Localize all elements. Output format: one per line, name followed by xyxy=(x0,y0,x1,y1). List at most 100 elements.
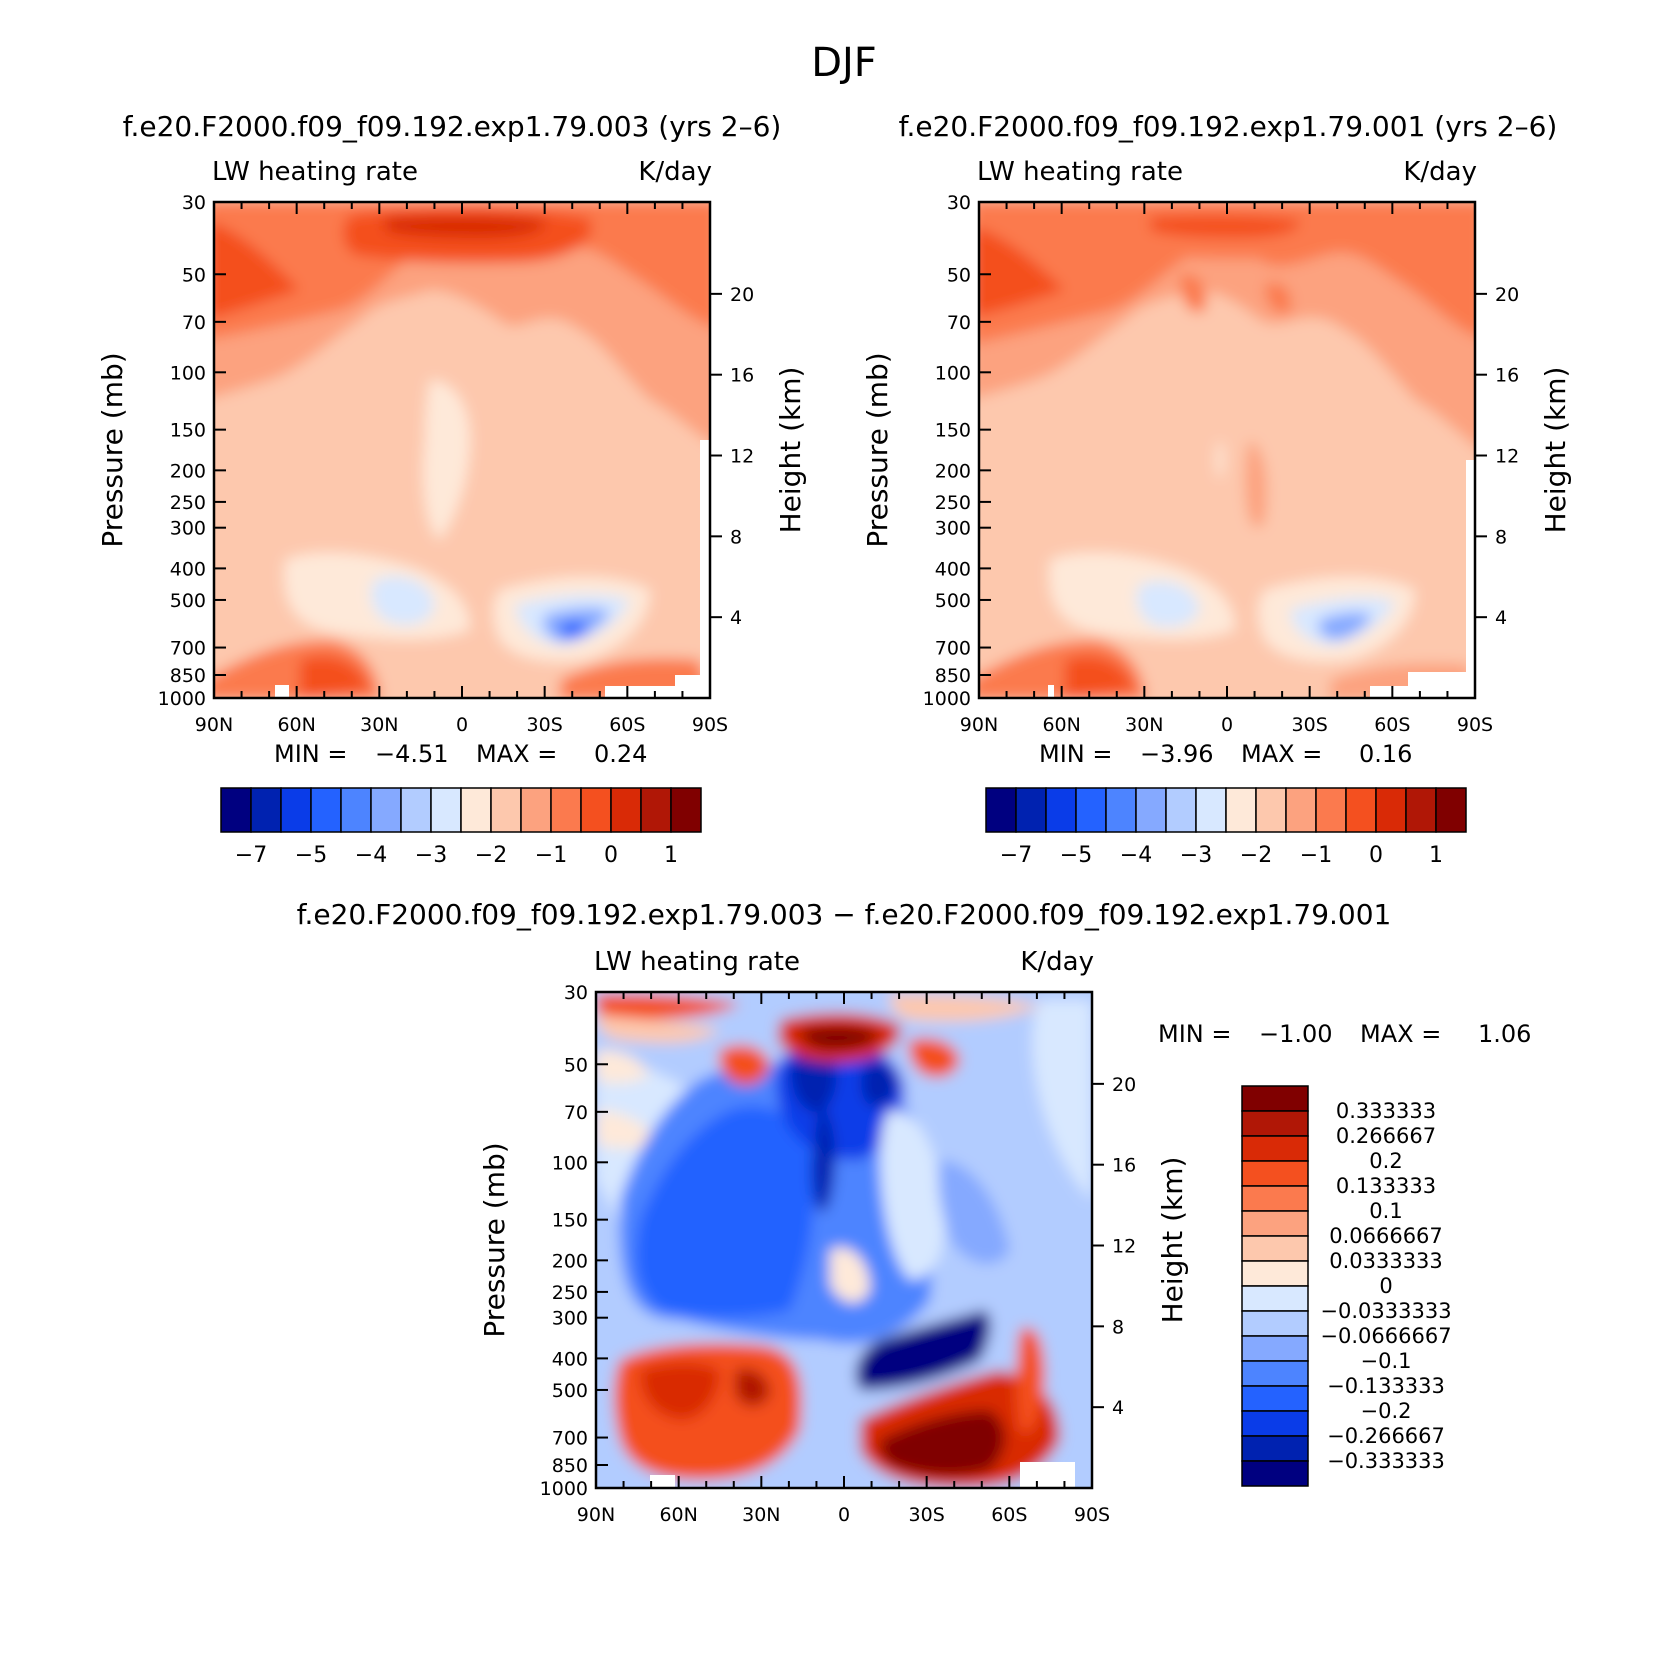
colorbar-box xyxy=(1015,787,1047,833)
colorbar-box xyxy=(1241,1360,1309,1387)
colorbar-box xyxy=(1135,787,1167,833)
colorbar-label: −0.333333 xyxy=(1327,1449,1445,1473)
colorbar-box xyxy=(1405,787,1437,833)
y-tick-label: 200 xyxy=(935,460,971,482)
colorbar-label: −5 xyxy=(1060,843,1092,868)
y2-tick-label: 8 xyxy=(1112,1316,1124,1338)
panel-1-y2label: Height (km) xyxy=(774,367,807,534)
y-tick-label: 850 xyxy=(170,665,206,687)
y-tick-label: 50 xyxy=(947,264,971,286)
panel-1-max-value: 0.24 xyxy=(594,740,647,768)
y-tick-label: 150 xyxy=(170,420,206,442)
panel-3-stats: MIN = −1.00 MAX = 1.06 xyxy=(1158,1020,1531,1048)
panel-2-min-label: MIN = xyxy=(1039,740,1112,768)
colorbar-box xyxy=(1241,1460,1309,1487)
x-tick-label: 60S xyxy=(609,714,645,736)
y-tick-label: 30 xyxy=(182,192,206,214)
x-tick-label: 0 xyxy=(456,714,468,736)
colorbar-label: 0 xyxy=(1369,843,1383,868)
colorbar-label: −0.1 xyxy=(1361,1349,1412,1373)
panel-2-left-string: LW heating rate xyxy=(977,157,1183,187)
y-tick-label: 200 xyxy=(552,1250,588,1272)
colorbar-box xyxy=(985,787,1017,833)
x-tick-label: 30S xyxy=(1292,714,1328,736)
colorbar-label: −1 xyxy=(1300,843,1332,868)
x-tick-label: 60S xyxy=(991,1504,1027,1526)
x-tick-label: 90N xyxy=(960,714,998,736)
colorbar-label: −1 xyxy=(535,843,567,868)
x-tick-label: 60N xyxy=(1042,714,1080,736)
colorbar-label: −0.133333 xyxy=(1327,1374,1445,1398)
x-tick-label: 0 xyxy=(838,1504,850,1526)
y-tick-label: 300 xyxy=(170,518,206,540)
y-tick-label: 30 xyxy=(947,192,971,214)
panel-1-right-string: K/day xyxy=(638,157,712,187)
y-tick-label: 100 xyxy=(552,1152,588,1174)
x-tick-label: 60S xyxy=(1374,714,1410,736)
colorbar-label: −0.0333333 xyxy=(1320,1299,1451,1323)
panel-3-title: f.e20.F2000.f09_f09.192.exp1.79.003 − f.… xyxy=(297,898,1392,931)
colorbar-box xyxy=(520,787,552,833)
y-tick-label: 500 xyxy=(170,590,206,612)
colorbar-label: −3 xyxy=(415,843,447,868)
colorbar-box xyxy=(580,787,612,833)
colorbar-label: 0.1 xyxy=(1369,1199,1402,1223)
y2-tick-label: 16 xyxy=(1495,365,1519,387)
y-tick-label: 50 xyxy=(564,1054,588,1076)
panel-2-field xyxy=(979,202,1475,698)
panel-1-field xyxy=(214,202,710,698)
panel-1-min-label: MIN = xyxy=(274,740,347,768)
colorbar-box xyxy=(1075,787,1107,833)
panel-1-left-string: LW heating rate xyxy=(212,157,418,187)
colorbar-box xyxy=(370,787,402,833)
panel-2: f.e20.F2000.f09_f09.192.exp1.79.001 (yrs… xyxy=(861,110,1572,868)
x-tick-label: 30N xyxy=(1125,714,1163,736)
colorbar-box xyxy=(1241,1285,1309,1312)
y-tick-label: 300 xyxy=(552,1308,588,1330)
colorbar-box xyxy=(400,787,432,833)
x-tick-label: 30S xyxy=(527,714,563,736)
y-tick-label: 70 xyxy=(182,312,206,334)
colorbar-box xyxy=(1241,1260,1309,1287)
colorbar-box xyxy=(1225,787,1257,833)
colorbar-label: −5 xyxy=(295,843,327,868)
x-tick-label: 90S xyxy=(692,714,728,736)
y-tick-label: 500 xyxy=(552,1380,588,1402)
colorbar-label: −7 xyxy=(1000,843,1032,868)
panel-1-max-label: MAX = xyxy=(476,740,557,768)
colorbar-box xyxy=(1375,787,1407,833)
colorbar-box xyxy=(490,787,522,833)
y2-tick-label: 12 xyxy=(730,446,754,468)
y-tick-label: 850 xyxy=(935,665,971,687)
colorbar-label: 0.133333 xyxy=(1336,1174,1436,1198)
colorbar-box xyxy=(280,787,312,833)
panel-1-colorbar: −7 −5 −4 −3 −2 −1 0 1 xyxy=(220,787,702,868)
colorbar-label: 1 xyxy=(1429,843,1443,868)
panel-1-ylabel: Pressure (mb) xyxy=(96,352,129,547)
x-tick-label: 60N xyxy=(659,1504,697,1526)
figure-title: DJF xyxy=(811,40,877,86)
colorbar-box xyxy=(1105,787,1137,833)
y-tick-label: 100 xyxy=(170,362,206,384)
panel-2-max-label: MAX = xyxy=(1241,740,1322,768)
y2-tick-label: 4 xyxy=(1495,607,1507,629)
x-tick-label: 90N xyxy=(195,714,233,736)
colorbar-box xyxy=(1241,1435,1309,1462)
panel-3-min-label: MIN = xyxy=(1158,1020,1231,1048)
y2-tick-label: 12 xyxy=(1112,1236,1136,1258)
y-tick-label: 250 xyxy=(170,492,206,514)
panel-2-stats: MIN = −3.96 MAX = 0.16 xyxy=(1039,740,1412,768)
colorbar-box xyxy=(1165,787,1197,833)
y2-tick-label: 12 xyxy=(1495,446,1519,468)
y-tick-label: 70 xyxy=(947,312,971,334)
x-tick-label: 60N xyxy=(277,714,315,736)
colorbar-box xyxy=(1285,787,1317,833)
x-tick-label: 0 xyxy=(1221,714,1233,736)
y-tick-label: 70 xyxy=(564,1102,588,1124)
x-tick-label: 90S xyxy=(1457,714,1493,736)
colorbar-label: 0.2 xyxy=(1369,1149,1402,1173)
colorbar-box xyxy=(550,787,582,833)
